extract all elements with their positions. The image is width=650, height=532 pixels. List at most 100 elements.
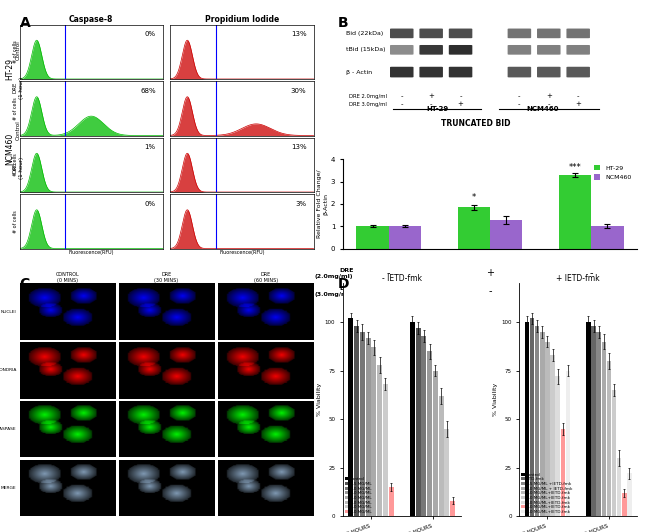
FancyBboxPatch shape: [419, 29, 443, 38]
Text: *: *: [472, 193, 476, 202]
Bar: [545, 342, 550, 516]
FancyBboxPatch shape: [448, 66, 473, 77]
Title: DRE
(30 MINS): DRE (30 MINS): [155, 272, 179, 283]
FancyBboxPatch shape: [508, 45, 531, 55]
Y-axis label: # of cells: # of cells: [13, 97, 18, 120]
FancyBboxPatch shape: [419, 66, 443, 77]
Text: -: -: [387, 286, 391, 296]
Y-axis label: Relative Fold Change/
β-Actin: Relative Fold Change/ β-Actin: [317, 170, 328, 238]
Bar: [490, 220, 523, 248]
Y-axis label: MITOCHONDRIA: MITOCHONDRIA: [0, 368, 17, 372]
Bar: [560, 429, 565, 516]
Text: +: +: [546, 93, 552, 99]
Y-axis label: # of cells: # of cells: [13, 40, 18, 63]
Bar: [371, 347, 376, 516]
Text: DRE
(2.0mg/ml): DRE (2.0mg/ml): [315, 268, 354, 279]
Text: +: +: [486, 268, 494, 278]
Text: 0%: 0%: [145, 31, 156, 37]
Bar: [360, 332, 365, 516]
FancyBboxPatch shape: [508, 66, 531, 77]
Text: DRE 3.0mg/ml: DRE 3.0mg/ml: [349, 102, 387, 106]
Text: -: -: [387, 268, 391, 278]
Y-axis label: % Viability: % Viability: [317, 383, 322, 417]
Bar: [348, 318, 354, 516]
Text: 13%: 13%: [291, 31, 306, 37]
Bar: [540, 332, 545, 516]
Text: 0%: 0%: [145, 201, 156, 207]
Text: D: D: [338, 277, 350, 290]
Bar: [606, 361, 611, 516]
FancyBboxPatch shape: [537, 29, 560, 38]
Bar: [592, 326, 596, 516]
Bar: [410, 322, 415, 516]
FancyBboxPatch shape: [419, 45, 443, 55]
Title: DRE
(60 MINS): DRE (60 MINS): [254, 272, 278, 283]
Text: 3%: 3%: [295, 201, 306, 207]
Text: -: -: [460, 93, 461, 99]
Bar: [389, 226, 421, 248]
Text: -: -: [518, 101, 521, 107]
Text: NCM460: NCM460: [5, 133, 14, 165]
Bar: [617, 458, 621, 516]
FancyBboxPatch shape: [508, 29, 531, 38]
Bar: [356, 226, 389, 248]
Text: +: +: [587, 286, 595, 296]
Y-axis label: MERGE: MERGE: [1, 486, 17, 490]
Text: HT-29: HT-29: [426, 106, 448, 112]
Y-axis label: # of cells: # of cells: [13, 154, 18, 176]
Bar: [525, 322, 529, 516]
Text: -: -: [518, 93, 521, 99]
Bar: [530, 318, 534, 516]
Text: B: B: [338, 16, 348, 30]
Text: HT-29: HT-29: [5, 58, 14, 80]
FancyBboxPatch shape: [448, 29, 473, 38]
Legend: Control, 0.5 MG/ML, 1.0 MG/ML, 2.0 MG/ML, 3.0 MG/ML, 4.0 MG/ML, 5.0 MG/ML, 6.0 M: Control, 0.5 MG/ML, 1.0 MG/ML, 2.0 MG/ML…: [345, 477, 371, 514]
Text: +: +: [575, 101, 581, 107]
Text: -: -: [430, 101, 432, 107]
Bar: [377, 365, 382, 516]
Text: Control: Control: [16, 120, 21, 140]
FancyBboxPatch shape: [566, 66, 590, 77]
Bar: [551, 355, 555, 516]
Text: A: A: [20, 16, 31, 30]
FancyBboxPatch shape: [537, 45, 560, 55]
Bar: [566, 371, 570, 516]
Bar: [365, 338, 370, 516]
Text: Propidium Iodide: Propidium Iodide: [205, 15, 279, 24]
Text: DRE 2.0mg/ml: DRE 2.0mg/ml: [349, 94, 387, 99]
Text: 30%: 30%: [291, 88, 306, 94]
Bar: [421, 336, 426, 516]
Text: +: +: [428, 93, 434, 99]
Text: -: -: [577, 93, 579, 99]
Y-axis label: CASPASE: CASPASE: [0, 427, 17, 431]
Text: DRE
(1 hour): DRE (1 hour): [13, 156, 23, 179]
Text: 68%: 68%: [140, 88, 156, 94]
Text: TRUNCATED BID: TRUNCATED BID: [441, 119, 510, 128]
Bar: [592, 226, 623, 248]
FancyBboxPatch shape: [390, 29, 413, 38]
Text: DRE
(1 hour): DRE (1 hour): [13, 77, 23, 99]
Text: -: -: [547, 101, 550, 107]
Text: -: -: [400, 101, 403, 107]
Bar: [433, 371, 438, 516]
Text: NCM460: NCM460: [526, 106, 559, 112]
Legend: Control, IETD-fmk, 0.5 MG/ML +IETD-fmk, 1.0 MG/ML + IETD-fmk, 2.0 MG/ML+IETD-fmk: Control, IETD-fmk, 0.5 MG/ML +IETD-fmk, …: [521, 472, 573, 514]
Bar: [586, 322, 591, 516]
Bar: [597, 332, 601, 516]
FancyBboxPatch shape: [390, 66, 413, 77]
Title: CONTROL
(0 MINS): CONTROL (0 MINS): [55, 272, 79, 283]
Text: Bid (22kDa): Bid (22kDa): [346, 31, 383, 36]
Y-axis label: % Viability: % Viability: [493, 383, 499, 417]
X-axis label: Fluorescence(RFU): Fluorescence(RFU): [219, 250, 265, 255]
Bar: [383, 384, 388, 516]
FancyBboxPatch shape: [448, 45, 473, 55]
Text: 13%: 13%: [291, 144, 306, 150]
Title: + IETD-fmk: + IETD-fmk: [556, 273, 600, 282]
Text: tBid (15kDa): tBid (15kDa): [346, 47, 385, 52]
Bar: [427, 351, 432, 516]
Y-axis label: # of cells: # of cells: [13, 210, 18, 233]
Y-axis label: NUCLEI: NUCLEI: [1, 310, 17, 314]
Text: DRE
(3.0mg/ml): DRE (3.0mg/ml): [315, 286, 354, 297]
Text: β - Actin: β - Actin: [346, 70, 372, 74]
Bar: [354, 326, 359, 516]
